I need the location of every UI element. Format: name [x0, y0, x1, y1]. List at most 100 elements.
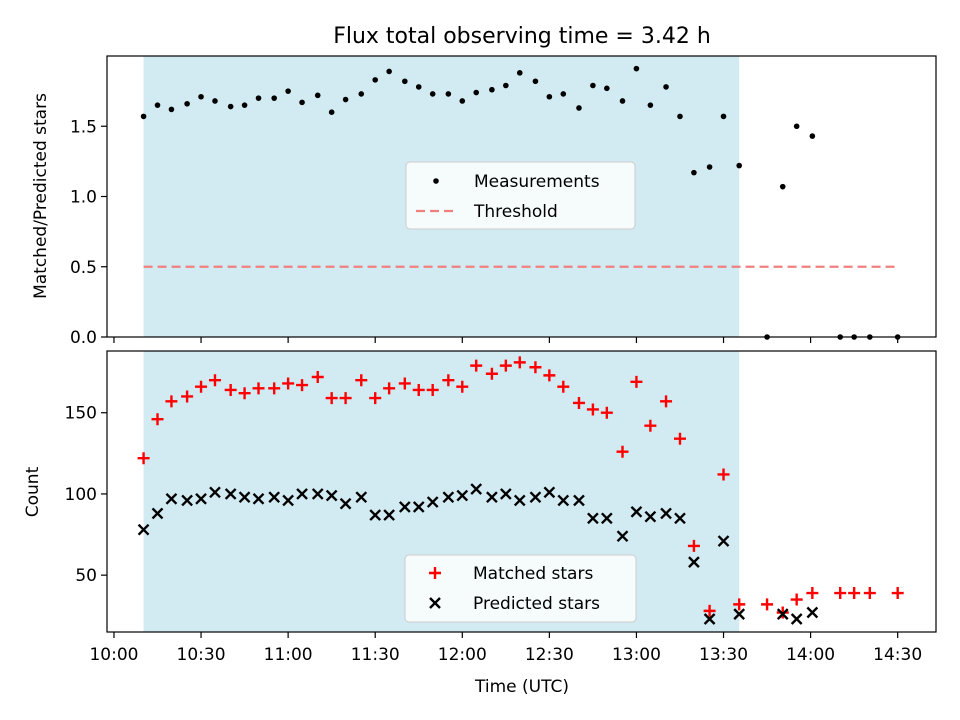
predicted-points	[137, 483, 819, 625]
matched-star-point	[790, 593, 803, 606]
predicted-star-point	[587, 512, 599, 525]
predicted-star-point	[252, 492, 265, 505]
top-legend: Measurements Threshold	[405, 161, 636, 230]
matched-star-point	[238, 387, 251, 400]
measurement-point	[255, 95, 262, 101]
y-tick-label: 50	[75, 566, 97, 586]
matched-star-point	[268, 382, 281, 395]
matched-star-point	[224, 383, 237, 396]
measurement-point	[429, 91, 436, 97]
measurement-point	[314, 92, 321, 99]
matched-star-point	[165, 395, 178, 408]
measurement-point	[299, 99, 305, 106]
predicted-star-point	[630, 505, 643, 518]
predicted-star-point	[268, 491, 281, 504]
matched-star-point	[673, 432, 686, 445]
measurement-point	[720, 113, 727, 120]
matched-star-point	[499, 359, 512, 372]
y-tick-label: 0.5	[70, 258, 97, 278]
matched-star-point	[195, 380, 208, 393]
bottom-y-axis-label: Count	[23, 466, 43, 517]
matched-star-point	[687, 539, 700, 552]
matched-star-point	[252, 382, 265, 395]
measurement-point	[168, 106, 175, 113]
predicted-star-point	[224, 488, 237, 500]
matched-star-point	[733, 598, 746, 611]
predicted-star-point	[790, 613, 803, 625]
matched-star-point	[325, 392, 338, 405]
measurement-point	[227, 103, 234, 110]
y-tick-label: 100	[65, 485, 97, 505]
measurement-point	[779, 183, 786, 190]
predicted-star-point	[456, 489, 469, 502]
matched-star-point	[557, 380, 570, 393]
measurement-point	[546, 93, 553, 100]
legend-threshold-label: Threshold	[473, 202, 558, 222]
legend-measurements-label: Measurements	[474, 172, 600, 192]
measurement-point	[140, 113, 147, 120]
measurement-point	[154, 102, 161, 108]
measurement-point	[706, 164, 713, 170]
measurement-point	[793, 123, 800, 130]
measurement-point	[386, 68, 392, 75]
matched-star-point	[717, 468, 730, 481]
matched-star-point	[282, 377, 295, 390]
matched-star-point	[151, 413, 164, 426]
predicted-star-point	[181, 494, 193, 507]
y-tick-label: 1.0	[70, 188, 97, 208]
measurement-point	[516, 70, 523, 76]
predicted-star-point	[209, 486, 221, 499]
predicted-star-point	[717, 535, 730, 547]
bottom-legend-box	[404, 554, 637, 623]
matched-star-point	[442, 374, 455, 387]
matched-star-point	[834, 587, 847, 600]
measurement-point	[736, 162, 742, 169]
matched-star-point	[513, 356, 526, 369]
predicted-star-point	[195, 492, 207, 505]
chart-title: Flux total observing time = 3.42 h	[333, 24, 711, 49]
measurement-points	[140, 65, 901, 340]
predicted-star-point	[426, 496, 439, 508]
measurement-point	[809, 133, 816, 139]
predicted-star-point	[311, 488, 324, 500]
matched-star-point	[806, 587, 819, 600]
measurement-point	[459, 98, 466, 104]
predicted-star-point	[470, 483, 483, 495]
measurement-point	[402, 78, 408, 85]
matched-star-point	[529, 361, 542, 374]
predicted-star-point	[151, 507, 164, 520]
matched-star-point	[848, 587, 861, 600]
measurement-point	[503, 82, 509, 89]
measurement-point	[647, 102, 654, 108]
matched-star-point	[383, 382, 396, 395]
measurement-point	[473, 89, 480, 96]
predicted-star-point	[543, 486, 556, 499]
matched-star-point	[296, 379, 309, 392]
measurement-point	[663, 84, 669, 90]
measurement-point	[489, 86, 495, 93]
matched-star-point	[600, 406, 613, 419]
y-tick-label: 1.5	[70, 117, 97, 137]
matched-star-point	[572, 396, 585, 409]
predicted-star-point	[398, 501, 411, 513]
matched-star-point	[208, 374, 221, 387]
predicted-star-point	[369, 509, 382, 521]
x-tick-label: 13:00	[612, 645, 661, 665]
matched-star-point	[412, 383, 425, 396]
x-tick-label: 11:00	[264, 645, 313, 665]
bottom-y-ticks: 50 100 150	[65, 404, 107, 586]
predicted-star-point	[513, 494, 526, 507]
measurement-point	[691, 169, 697, 176]
predicted-star-point	[688, 556, 700, 569]
predicted-star-point	[733, 608, 746, 620]
predicted-star-point	[573, 494, 585, 507]
predicted-star-point	[282, 494, 294, 507]
measurement-point	[198, 93, 204, 100]
measurement-point	[590, 82, 596, 89]
predicted-star-point	[412, 501, 425, 513]
predicted-star-point	[486, 491, 498, 504]
predicted-star-point	[383, 509, 395, 521]
matched-star-point	[339, 392, 352, 405]
matched-star-point	[543, 369, 556, 382]
